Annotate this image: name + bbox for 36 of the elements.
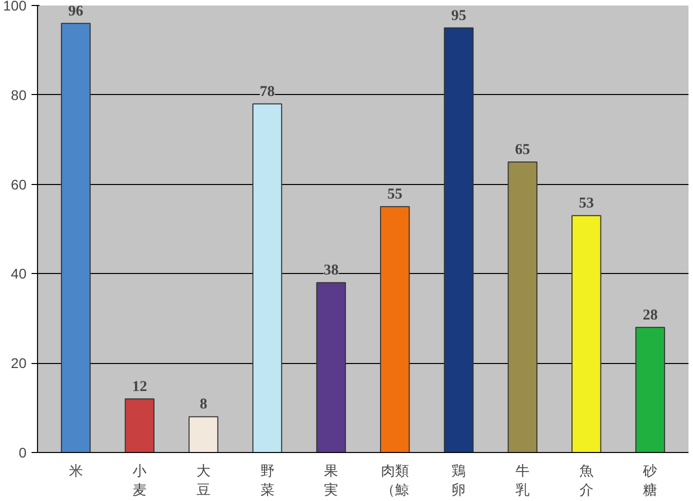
x-tick-label: 小麦 [132, 464, 147, 499]
data-label: 95 [451, 8, 466, 24]
y-tick-label: 0 [18, 444, 27, 460]
bar [124, 398, 154, 452]
bar [635, 326, 666, 452]
bar [508, 161, 538, 452]
bar [444, 27, 474, 452]
data-label: 53 [578, 196, 594, 212]
data-label: 96 [68, 3, 84, 20]
x-tick-label: 米 [68, 464, 83, 480]
y-tick-label: 40 [10, 266, 27, 282]
data-label: 65 [515, 142, 530, 158]
bar [572, 215, 602, 452]
data-label: 28 [642, 307, 658, 324]
data-label: 38 [324, 262, 339, 279]
data-label: 8 [200, 396, 208, 413]
x-tick-label: 魚介 [579, 464, 594, 499]
x-tick-label: 牛乳 [516, 464, 530, 499]
x-tick-label: 野菜 [260, 464, 274, 499]
y-tick-label: 80 [10, 86, 27, 103]
bar [316, 282, 346, 452]
y-tick-label: 100 [3, 0, 27, 14]
y-tick-label: 20 [10, 355, 27, 372]
x-tick-label: 砂糖 [642, 464, 658, 499]
bar [188, 416, 218, 452]
data-label: 12 [132, 378, 148, 395]
x-tick-label: 鶏卵 [452, 464, 466, 499]
x-tick-label: 大豆 [196, 464, 210, 499]
x-tick-label: 果実 [324, 464, 338, 499]
bar [60, 22, 91, 452]
data-label: 55 [387, 186, 402, 203]
data-label: 78 [260, 84, 275, 100]
y-tick-label: 60 [10, 176, 27, 192]
bar [380, 206, 410, 452]
bar [252, 103, 282, 452]
x-tick-label: 肉類（鯨 [380, 464, 409, 499]
